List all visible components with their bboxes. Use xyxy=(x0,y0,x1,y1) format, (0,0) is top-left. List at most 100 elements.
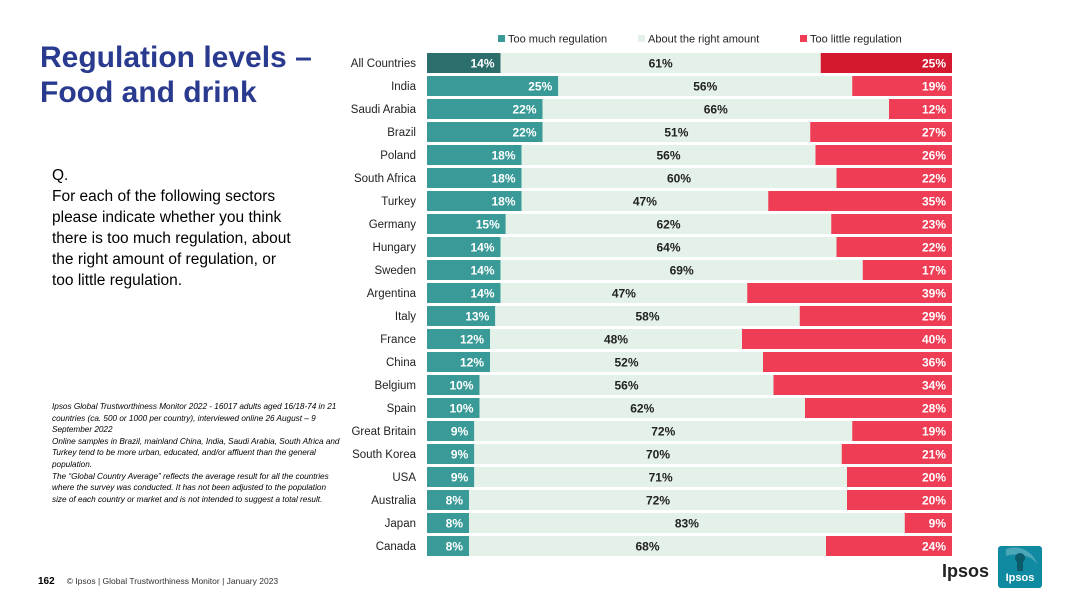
bar-too-little xyxy=(847,467,952,487)
question-block: Q. For each of the following sectors ple… xyxy=(52,165,292,291)
bar-too-much xyxy=(427,444,475,464)
bar-too-much xyxy=(427,99,543,119)
bar-too-little xyxy=(831,214,952,234)
data-label: 8% xyxy=(446,494,464,508)
data-label: 26% xyxy=(922,149,946,163)
bar-about-right xyxy=(500,283,748,303)
bar-too-little xyxy=(847,490,952,510)
data-label: 39% xyxy=(922,287,946,301)
country-label: Great Britain xyxy=(351,426,416,438)
bar-about-right xyxy=(469,513,905,533)
data-label: 14% xyxy=(470,241,494,255)
bar-too-little xyxy=(836,168,952,188)
bar-too-much xyxy=(427,122,543,142)
data-label: 25% xyxy=(528,80,552,94)
bar-about-right xyxy=(521,145,816,165)
bar-about-right xyxy=(479,398,805,418)
country-label: Hungary xyxy=(373,242,417,254)
legend-label: About the right amount xyxy=(648,34,759,46)
bar-too-little xyxy=(747,283,952,303)
country-label: Japan xyxy=(385,518,416,530)
bar-too-little xyxy=(904,513,952,533)
data-label: 22% xyxy=(922,241,946,255)
bar-too-little xyxy=(805,398,952,418)
data-label: 20% xyxy=(922,494,946,508)
data-label: 17% xyxy=(922,264,946,278)
data-label: 14% xyxy=(470,287,494,301)
data-label: 60% xyxy=(667,172,691,186)
data-label: 22% xyxy=(512,126,536,140)
bar-too-much xyxy=(427,260,501,280)
bar-too-little xyxy=(889,99,952,119)
legend-label: Too much regulation xyxy=(508,34,607,46)
bar-about-right xyxy=(479,375,774,395)
legend-swatch xyxy=(800,35,807,42)
data-label: 14% xyxy=(470,264,494,278)
data-label: 29% xyxy=(922,310,946,324)
data-label: 27% xyxy=(922,126,946,140)
bar-too-little xyxy=(742,329,952,349)
country-label: Belgium xyxy=(374,380,416,392)
bar-too-much xyxy=(427,191,522,211)
data-label: 72% xyxy=(646,494,670,508)
data-label: 69% xyxy=(670,264,694,278)
bar-too-much xyxy=(427,306,496,326)
footnote-line: The “Global Country Average” reflects th… xyxy=(52,471,329,504)
bar-too-much xyxy=(427,421,475,441)
bar-too-little xyxy=(815,145,952,165)
data-label: 34% xyxy=(922,379,946,393)
data-label: 61% xyxy=(649,57,673,71)
data-label: 51% xyxy=(664,126,688,140)
country-label: South Africa xyxy=(354,173,417,185)
country-label: Brazil xyxy=(387,127,416,139)
bar-too-little xyxy=(841,444,952,464)
data-label: 83% xyxy=(675,517,699,531)
data-label: 18% xyxy=(491,195,515,209)
bar-too-much xyxy=(427,490,469,510)
bar-about-right xyxy=(474,421,853,441)
data-label: 62% xyxy=(656,218,680,232)
bar-about-right xyxy=(495,306,800,326)
bar-too-much xyxy=(427,513,469,533)
data-label: 10% xyxy=(449,379,473,393)
country-label: Poland xyxy=(380,150,416,162)
legend-swatch xyxy=(498,35,505,42)
data-label: 58% xyxy=(635,310,659,324)
bar-about-right xyxy=(542,99,889,119)
data-label: 9% xyxy=(929,517,947,531)
data-label: 22% xyxy=(922,172,946,186)
data-label: 56% xyxy=(656,149,680,163)
bar-too-little xyxy=(826,536,952,556)
bar-about-right xyxy=(474,444,842,464)
country-label: France xyxy=(380,334,416,346)
bar-about-right xyxy=(505,214,832,234)
country-label: Spain xyxy=(387,403,416,415)
data-label: 12% xyxy=(460,356,484,370)
page-title: Regulation levels – Food and drink xyxy=(40,41,312,109)
data-label: 24% xyxy=(922,540,946,554)
data-label: 40% xyxy=(922,333,946,347)
bar-too-little xyxy=(763,352,952,372)
country-label: Turkey xyxy=(381,196,416,208)
bar-about-right xyxy=(542,122,811,142)
bar-too-much xyxy=(427,237,501,257)
legend-swatch xyxy=(638,35,645,42)
country-label: All Countries xyxy=(351,58,416,70)
data-label: 12% xyxy=(460,333,484,347)
data-label: 70% xyxy=(646,448,670,462)
data-label: 72% xyxy=(651,425,675,439)
stacked-bar-chart: Too much regulation About the right amoun… xyxy=(351,34,952,556)
question-text: For each of the following sectors please… xyxy=(52,188,291,289)
bar-too-much xyxy=(427,375,480,395)
bar-too-little xyxy=(820,53,952,73)
data-label: 66% xyxy=(704,103,728,117)
bar-about-right xyxy=(500,53,821,73)
bar-about-right xyxy=(558,76,853,96)
data-label: 19% xyxy=(922,80,946,94)
data-label: 22% xyxy=(512,103,536,117)
bar-too-little xyxy=(852,421,952,441)
bar-about-right xyxy=(490,352,763,372)
data-label: 8% xyxy=(446,517,464,531)
country-label: South Korea xyxy=(352,449,417,461)
data-label: 20% xyxy=(922,471,946,485)
